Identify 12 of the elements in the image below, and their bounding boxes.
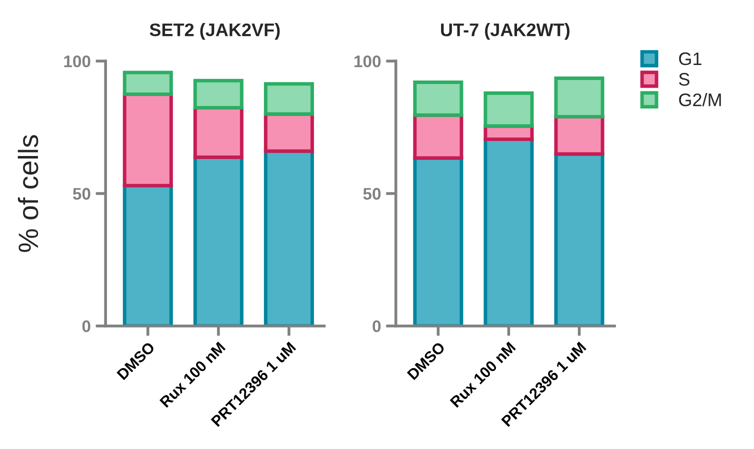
y-tick-label: 100 [354, 55, 381, 68]
y-axis-title: % of cells [18, 135, 38, 252]
y-tick-label: 0 [82, 320, 90, 332]
legend-label: G1 [679, 52, 702, 66]
chart-title: UT-7 (JAK2WT) [441, 22, 570, 40]
y-tick-label: 50 [363, 188, 381, 200]
y-tick-label: 100 [64, 55, 90, 68]
chart-title: SET2 (JAK2VF) [150, 22, 280, 40]
legend-label: G2/M [679, 92, 721, 106]
y-tick-label: 0 [372, 320, 381, 332]
legend-label: S [679, 72, 690, 86]
y-tick-label: 50 [72, 188, 90, 200]
